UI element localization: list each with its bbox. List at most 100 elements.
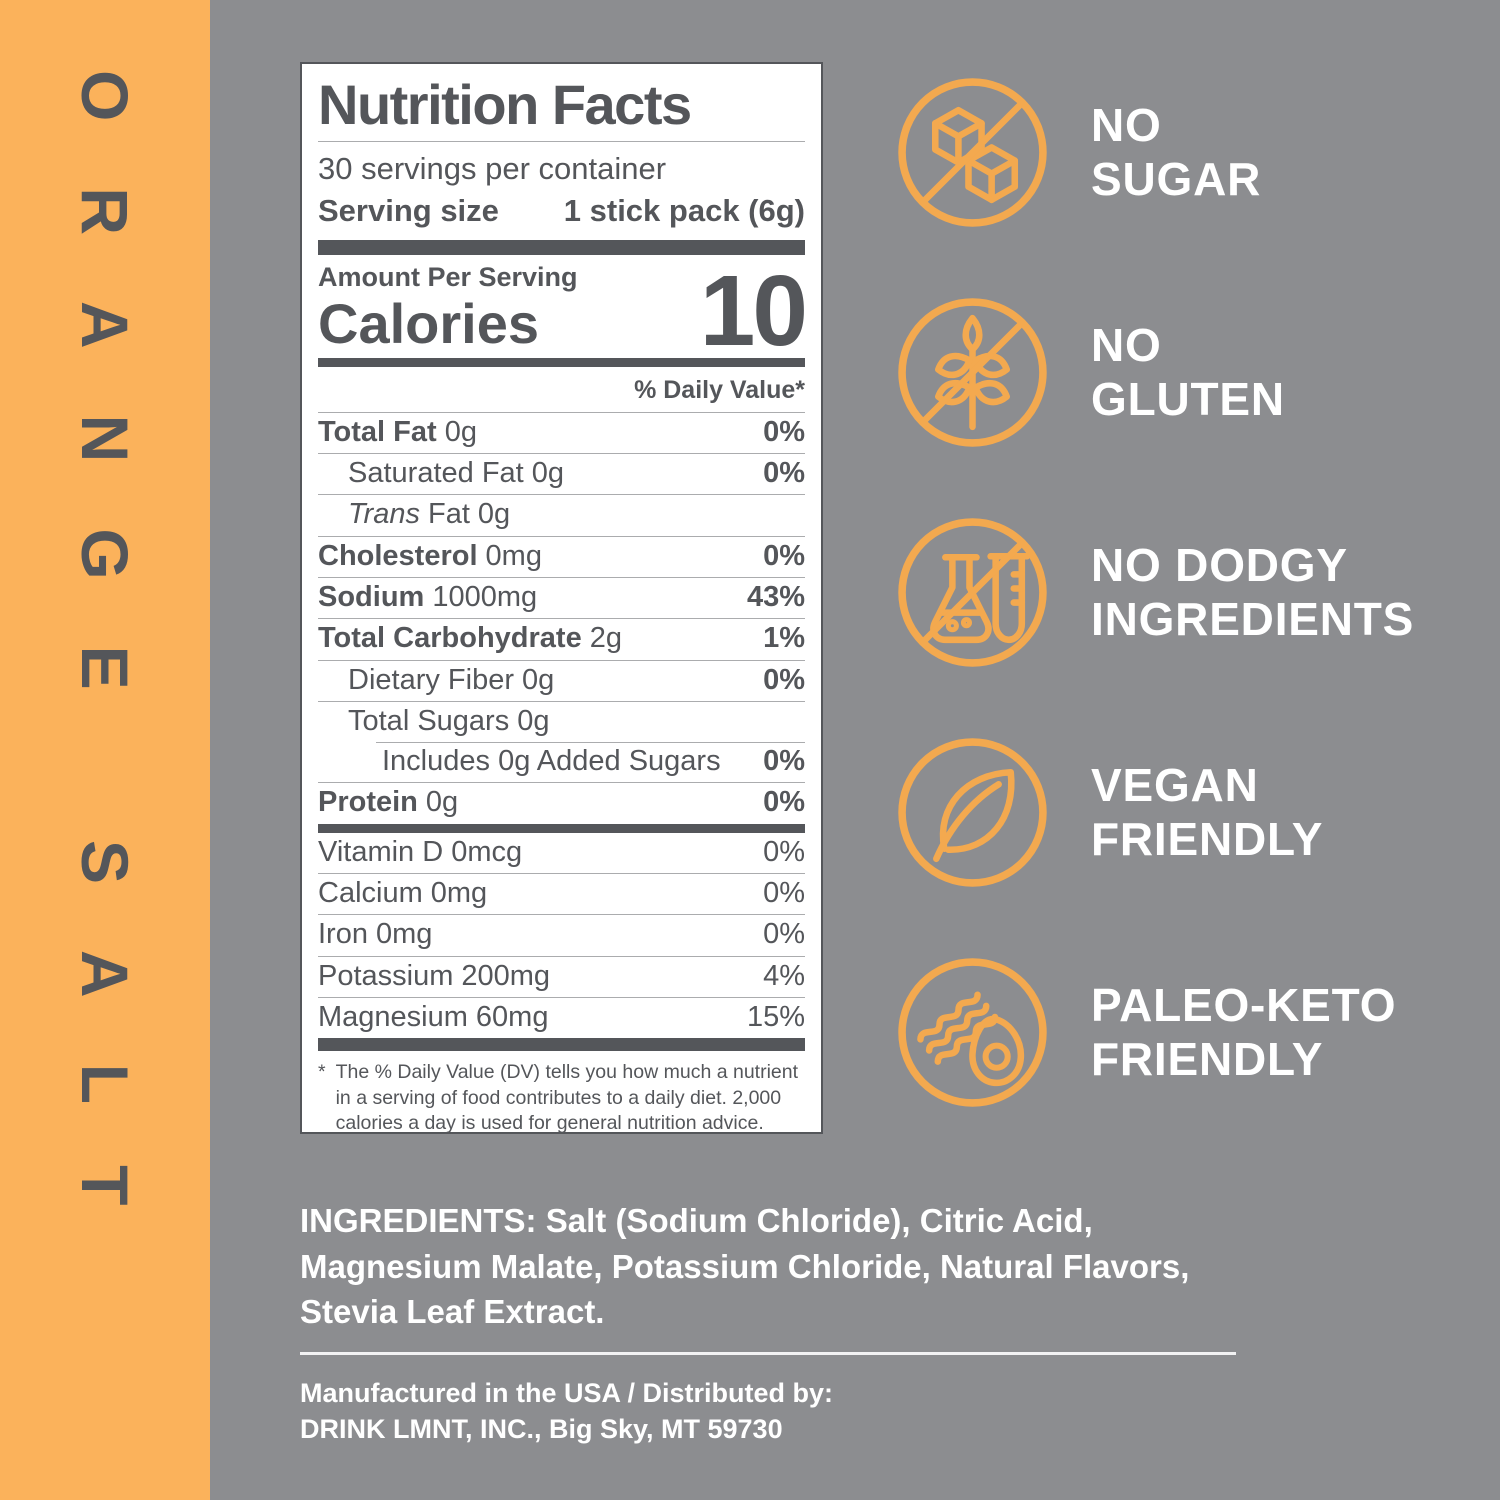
feature-label-line: GLUTEN bbox=[1091, 372, 1285, 425]
no-dodgy-ingredients-icon bbox=[898, 518, 1047, 667]
nutrient-name: Includes 0g Added Sugars bbox=[382, 745, 721, 778]
nutrient-amount: 0g bbox=[522, 663, 555, 696]
nutrient-amount: 2g bbox=[589, 622, 622, 655]
nutrient-name: Protein bbox=[318, 786, 418, 819]
feature-label-line: INGREDIENTS bbox=[1091, 592, 1415, 645]
paleo-keto-friendly-icon bbox=[898, 958, 1047, 1107]
daily-value-header: % Daily Value* bbox=[634, 375, 805, 404]
micro-nutrient-rows: Vitamin D 0mcg 0% Calcium 0mg 0% Iron bbox=[318, 833, 805, 1039]
nutrient-row-magnesium: Magnesium 60mg 15% bbox=[318, 997, 805, 1038]
nutrient-row-iron: Iron 0mg 0% bbox=[318, 914, 805, 955]
thick-divider-bar bbox=[318, 239, 805, 255]
nutrient-daily-value: 0% bbox=[763, 539, 805, 572]
feature-no-dodgy-ingredients: NO DODGY INGREDIENTS bbox=[892, 512, 1414, 673]
nutrient-name: Iron bbox=[318, 918, 368, 951]
feature-no-sugar: NO SUGAR bbox=[892, 72, 1414, 233]
nutrient-name: Potassium bbox=[318, 959, 454, 992]
nutrient-daily-value: 43% bbox=[746, 580, 805, 613]
thick-divider-bar bbox=[318, 357, 805, 367]
feature-label-line: FRIENDLY bbox=[1091, 1032, 1324, 1085]
nutrient-daily-value: 0% bbox=[763, 877, 805, 910]
nutrition-facts-title: Nutrition Facts bbox=[318, 75, 805, 142]
nutrition-facts-panel: Nutrition Facts 30 servings per containe… bbox=[300, 62, 823, 1134]
calories-value: 10 bbox=[699, 254, 808, 367]
calories-row: Amount Per Serving Calories 10 bbox=[318, 254, 808, 367]
nutrient-daily-value: 0% bbox=[763, 663, 805, 696]
nutrient-daily-value: 0% bbox=[763, 918, 805, 951]
nutrient-name: Fat bbox=[427, 498, 470, 531]
manufacturer-line-1: Manufactured in the USA / Distributed by… bbox=[300, 1378, 834, 1408]
amount-per-serving-label: Amount Per Serving bbox=[318, 261, 578, 292]
footnote-text: The % Daily Value (DV) tells you how muc… bbox=[335, 1061, 799, 1135]
nutrient-amount: 0mg bbox=[430, 877, 488, 910]
nutrient-amount: 1000mg bbox=[432, 580, 538, 613]
nutrient-daily-value: 4% bbox=[763, 959, 805, 992]
serving-size-label: Serving size bbox=[318, 192, 499, 228]
feature-label-line: SUGAR bbox=[1091, 152, 1262, 205]
macro-nutrient-rows: Total Fat 0g 0% Saturated Fat 0g 0% bbox=[318, 411, 805, 824]
nutrient-name: Saturated Fat bbox=[348, 456, 524, 489]
nutrient-amount: 0mcg bbox=[451, 835, 523, 868]
feature-label-line: FRIENDLY bbox=[1091, 812, 1324, 865]
nutrient-row-potassium: Potassium 200mg 4% bbox=[318, 955, 805, 997]
nutrient-amount: 60mg bbox=[475, 1001, 549, 1034]
flavor-stripe: ORANGE SALT bbox=[0, 0, 210, 1500]
nutrient-row-sodium: Sodium 1000mg 43% bbox=[318, 576, 805, 618]
nutrient-row-protein: Protein 0g 0% bbox=[318, 782, 805, 823]
flavor-name: ORANGE SALT bbox=[68, 70, 142, 1272]
nutrient-amount: 0g bbox=[517, 704, 550, 737]
ingredients-text: Salt (Sodium Chloride), Citric Acid, Mag… bbox=[300, 1202, 1190, 1331]
feature-vegan-friendly: VEGAN FRIENDLY bbox=[892, 732, 1414, 893]
nutrient-row-saturated-fat: Saturated Fat 0g 0% bbox=[318, 452, 805, 494]
nutrient-name: Dietary Fiber bbox=[348, 663, 514, 696]
divider-line bbox=[300, 1352, 1236, 1355]
nutrient-amount: 0g bbox=[531, 456, 564, 489]
nutrient-daily-value: 0% bbox=[763, 456, 805, 489]
feature-badges: NO SUGAR NO GLUTEN bbox=[892, 72, 1414, 1113]
nutrient-daily-value: 1% bbox=[763, 622, 805, 655]
feature-label-line: PALEO-KETO bbox=[1091, 978, 1397, 1031]
nutrient-italic-prefix: Trans bbox=[348, 498, 420, 531]
nutrient-row-cholesterol: Cholesterol 0mg 0% bbox=[318, 535, 805, 577]
nutrient-row-total-carbohydrate: Total Carbohydrate 2g 1% bbox=[318, 618, 805, 659]
nutrient-row-added-sugars: Includes 0g Added Sugars 0% bbox=[318, 742, 805, 782]
feature-label-line: VEGAN bbox=[1091, 758, 1259, 811]
manufacturer-line-2: DRINK LMNT, INC., Big Sky, MT 59730 bbox=[300, 1413, 783, 1444]
feature-label-line: NO bbox=[1091, 98, 1162, 151]
nutrient-name: Vitamin D bbox=[318, 835, 444, 868]
ingredients-label: INGREDIENTS: bbox=[300, 1202, 537, 1239]
nutrient-name: Total Sugars bbox=[348, 704, 510, 737]
serving-size-row: Serving size 1 stick pack (6g) bbox=[318, 186, 805, 240]
nutrient-amount: 0g bbox=[477, 498, 511, 531]
nutrient-daily-value: 0% bbox=[763, 835, 805, 868]
nutrient-row-vitamin-d: Vitamin D 0mcg 0% bbox=[318, 833, 805, 873]
nutrient-name: Sodium bbox=[318, 580, 425, 613]
nutrient-name: Cholesterol bbox=[318, 539, 478, 572]
thick-divider-bar bbox=[318, 1038, 805, 1052]
nutrient-amount: 0mg bbox=[375, 918, 433, 951]
manufacturer-info: Manufactured in the USA / Distributed by… bbox=[300, 1376, 833, 1447]
calories-label: Calories bbox=[318, 291, 539, 355]
footnote-asterisk: * bbox=[318, 1061, 326, 1084]
nutrient-name: Total Carbohydrate bbox=[318, 622, 582, 655]
nutrient-row-calcium: Calcium 0mg 0% bbox=[318, 873, 805, 914]
nutrient-name: Magnesium bbox=[318, 1001, 468, 1034]
nutrient-row-total-fat: Total Fat 0g 0% bbox=[318, 411, 805, 453]
ingredients-section: INGREDIENTS: Salt (Sodium Chloride), Citr… bbox=[300, 1198, 1265, 1335]
nutrient-amount: 0g bbox=[444, 415, 477, 448]
feature-label-line: NO bbox=[1091, 318, 1162, 371]
feature-no-gluten: NO GLUTEN bbox=[892, 292, 1414, 453]
daily-value-footnote: * The % Daily Value (DV) tells you how m… bbox=[318, 1051, 805, 1136]
nutrient-row-total-sugars: Total Sugars 0g bbox=[318, 700, 805, 742]
feature-label-line: NO DODGY bbox=[1091, 538, 1348, 591]
nutrient-row-trans-fat: Trans Fat 0g bbox=[318, 494, 805, 535]
nutrient-amount: 200mg bbox=[461, 959, 551, 992]
nutrient-amount: 0mg bbox=[485, 539, 542, 572]
nutrient-row-dietary-fiber: Dietary Fiber 0g 0% bbox=[318, 659, 805, 701]
nutrient-daily-value: 0% bbox=[763, 786, 805, 819]
nutrient-name: Calcium bbox=[318, 877, 423, 910]
nutrient-daily-value: 0% bbox=[763, 415, 805, 448]
servings-per-container: 30 servings per container bbox=[318, 150, 667, 186]
vegan-friendly-icon bbox=[898, 738, 1047, 887]
